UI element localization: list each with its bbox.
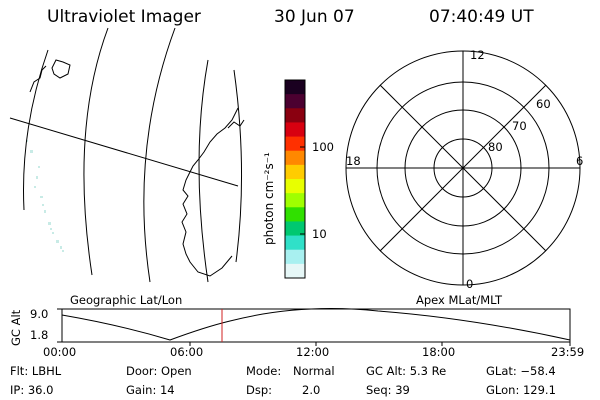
colorbar-swatch — [285, 94, 305, 109]
mlt-label-18: 18 — [346, 154, 361, 168]
colorbar-tick-10: 10 — [312, 227, 327, 241]
colorbar-swatch — [285, 235, 305, 251]
mlt-label-6: 6 — [576, 154, 584, 168]
lat-arc-4 — [198, 59, 209, 283]
status-gain: Gain: 14 — [126, 383, 175, 397]
colorbar-swatch — [285, 221, 305, 237]
colorbar-swatch — [285, 136, 305, 152]
header-date: 30 Jun 07 — [274, 7, 355, 27]
apex-mlat-mlt-label: Apex MLat/MLT — [416, 293, 503, 307]
lon-line — [9, 117, 239, 187]
x-tick-2359: 23:59 — [551, 345, 585, 359]
gc-alt-axis-label: GC Alt — [9, 309, 23, 346]
status-flt: Flt: LBHL — [10, 364, 62, 378]
coastline-east — [181, 107, 239, 277]
x-tick-1800: 18:00 — [422, 345, 456, 359]
colorbar-swatch — [285, 122, 305, 138]
status-glon: GLon: 129.1 — [486, 383, 556, 397]
colorbar-swatch — [285, 249, 305, 265]
lat-arc-5 — [233, 69, 243, 263]
mlt-label-12: 12 — [470, 48, 485, 62]
lat-arc-2 — [83, 27, 109, 276]
lat-arc-3 — [143, 27, 176, 283]
x-tick-0000: 00:00 — [43, 345, 77, 359]
lat-arc-1 — [23, 49, 49, 211]
status-mode-value: Normal — [293, 364, 335, 378]
mlat-label-80: 80 — [488, 140, 503, 154]
header-time: 07:40:49 UT — [429, 7, 534, 27]
mlat-label-60: 60 — [536, 97, 551, 111]
geo-latlon-label: Geographic Lat/Lon — [70, 293, 183, 307]
altitude-plot — [57, 308, 571, 346]
status-mode-label: Mode: — [246, 364, 282, 378]
colorbar-swatch — [285, 179, 305, 194]
geographic-map — [9, 27, 245, 283]
colorbar-tick-100: 100 — [312, 140, 334, 154]
y-tick-min: 1.8 — [30, 328, 49, 342]
colorbar-swatch — [285, 207, 305, 222]
mlat-label-70: 70 — [512, 119, 527, 133]
colorbar-swatch — [285, 108, 305, 123]
status-dsp-label: Dsp: — [246, 383, 273, 397]
coastline-island — [51, 59, 71, 79]
mlt-label-0: 0 — [466, 277, 474, 291]
status-gc-alt: GC Alt: 5.3 Re — [366, 364, 447, 378]
status-dsp-value: 2.0 — [302, 383, 321, 397]
app-title: Ultraviolet Imager — [47, 7, 201, 27]
coastline-detail — [227, 119, 245, 129]
status-seq: Seq: 39 — [366, 383, 410, 397]
status-glat: GLat: −58.4 — [486, 364, 556, 378]
colorbar-swatch — [285, 263, 305, 279]
colorbar-swatch — [285, 150, 305, 166]
coastline-north — [29, 65, 47, 93]
colorbar-swatch — [285, 193, 305, 208]
altitude-curve — [61, 308, 571, 341]
status-ip: IP: 36.0 — [10, 383, 54, 397]
colorbar-swatch — [285, 164, 305, 180]
y-tick-max: 9.0 — [30, 307, 49, 321]
x-tick-0600: 06:00 — [170, 345, 204, 359]
polar-plot — [345, 50, 581, 286]
auroral-emission — [26, 140, 64, 252]
x-tick-1200: 12:00 — [296, 345, 330, 359]
colorbar — [284, 79, 306, 279]
colorbar-unit-label: photon cm⁻²s⁻¹ — [262, 152, 276, 245]
status-door: Door: Open — [126, 364, 192, 378]
colorbar-swatch — [285, 80, 305, 95]
